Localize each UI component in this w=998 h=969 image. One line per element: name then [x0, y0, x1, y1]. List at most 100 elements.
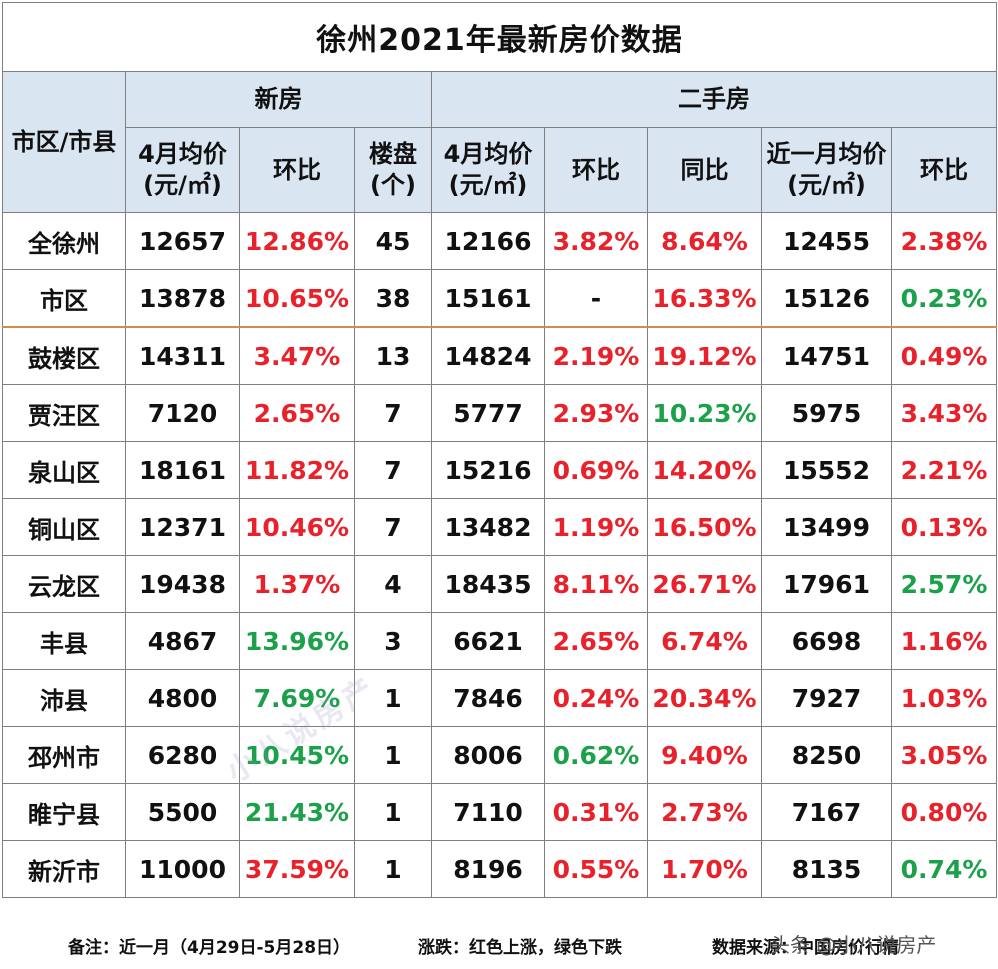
region-name: 睢宁县	[2, 783, 126, 841]
second-mom-cell: 2.19%	[544, 326, 648, 385]
region-name: 鼓楼区	[2, 326, 126, 385]
table-row: 沛县 4800 7.69% 1 7846 0.24% 20.34% 7927 1.03%	[2, 669, 998, 727]
region-name: 丰县	[2, 612, 126, 670]
second-month-avg-cell: 15126	[761, 269, 892, 328]
table-row: 睢宁县 5500 21.43% 1 7110 0.31% 2.73% 7167 0.80%	[2, 783, 998, 841]
second-month-mom-cell: 0.74%	[890, 840, 998, 898]
second-avg-price-header: 4月均价(元/㎡)	[431, 127, 545, 213]
second-month-mom-cell: 0.13%	[890, 498, 998, 556]
region-name: 云龙区	[2, 555, 126, 613]
new-avg-price-cell: 13878	[125, 269, 240, 328]
second-mom-header: 环比	[544, 127, 648, 213]
second-yoy-cell: 19.12%	[647, 326, 762, 385]
second-month-avg-cell: 14751	[761, 326, 892, 385]
second-month-avg-cell: 6698	[761, 612, 892, 670]
table-row: 云龙区 19438 1.37% 4 18435 8.11% 26.71% 17961 2.57%	[2, 555, 998, 613]
new-avg-price-cell: 5500	[125, 783, 240, 841]
second-avg-price-cell: 5777	[431, 384, 545, 442]
new-mom-cell: 3.47%	[239, 326, 355, 385]
second-avg-price-cell: 14824	[431, 326, 545, 385]
second-month-mom-cell: 2.57%	[890, 555, 998, 613]
region-name: 铜山区	[2, 498, 126, 556]
new-projects-cell: 7	[354, 441, 432, 499]
second-avg-price-cell: 15161	[431, 269, 545, 328]
second-avg-price-cell: 7110	[431, 783, 545, 841]
region-name: 邳州市	[2, 726, 126, 784]
region-name: 泉山区	[2, 441, 126, 499]
region-header: 市区/市县	[2, 71, 126, 213]
new-mom-cell: 10.65%	[239, 269, 355, 328]
table-row: 鼓楼区 14311 3.47% 13 14824 2.19% 19.12% 14751 0.49…	[2, 326, 998, 385]
second-month-mom-cell: 0.23%	[890, 269, 998, 328]
new-projects-cell: 13	[354, 326, 432, 385]
new-mom-cell: 1.37%	[239, 555, 355, 613]
new-projects-cell: 1	[354, 840, 432, 898]
second-month-mom-cell: 1.16%	[890, 612, 998, 670]
new-avg-price-header: 4月均价(元/㎡)	[125, 127, 240, 213]
second-avg-price-cell: 8006	[431, 726, 545, 784]
new-projects-cell: 7	[354, 384, 432, 442]
new-avg-price-cell: 14311	[125, 326, 240, 385]
second-avg-price-cell: 15216	[431, 441, 545, 499]
second-yoy-cell: 20.34%	[647, 669, 762, 727]
second-mom-cell: 0.69%	[544, 441, 648, 499]
second-mom-cell: 2.93%	[544, 384, 648, 442]
new-projects-cell: 45	[354, 212, 432, 270]
new-projects-cell: 3	[354, 612, 432, 670]
new-projects-cell: 1	[354, 726, 432, 784]
second-month-mom-cell: 3.05%	[890, 726, 998, 784]
new-avg-price-cell: 11000	[125, 840, 240, 898]
new-avg-price-cell: 12371	[125, 498, 240, 556]
second-month-avg-cell: 8135	[761, 840, 892, 898]
second-hand-header: 二手房	[430, 71, 998, 128]
table-row: 新沂市 11000 37.59% 1 8196 0.55% 1.70% 8135 0.74%	[2, 840, 998, 898]
new-mom-cell: 10.45%	[239, 726, 355, 784]
table-row: 丰县 4867 13.96% 3 6621 2.65% 6.74% 6698 1.16%	[2, 612, 998, 670]
second-mom-cell: 1.19%	[544, 498, 648, 556]
second-month-avg-cell: 17961	[761, 555, 892, 613]
second-yoy-cell: 26.71%	[647, 555, 762, 613]
second-mom-cell: 2.65%	[544, 612, 648, 670]
second-mom-cell: 3.82%	[544, 212, 648, 270]
new-mom-cell: 21.43%	[239, 783, 355, 841]
second-yoy-cell: 6.74%	[647, 612, 762, 670]
second-month-mom-cell: 1.03%	[890, 669, 998, 727]
new-avg-price-cell: 18161	[125, 441, 240, 499]
table-row: 贾汪区 7120 2.65% 7 5777 2.93% 10.23% 5975 3.43%	[2, 384, 998, 442]
new-mom-cell: 7.69%	[239, 669, 355, 727]
second-yoy-cell: 9.40%	[647, 726, 762, 784]
second-yoy-cell: 16.50%	[647, 498, 762, 556]
table-row: 市区 13878 10.65% 38 15161-16.33% 15126 0.23%	[2, 269, 998, 328]
new-projects-header: 楼盘(个)	[354, 127, 432, 213]
new-avg-price-cell: 12657	[125, 212, 240, 270]
second-yoy-cell: 2.73%	[647, 783, 762, 841]
second-mom-cell: -	[544, 269, 648, 328]
table-row: 全徐州 12657 12.86% 45 12166 3.82% 8.64% 12455 2.38…	[2, 212, 998, 270]
table-row: 铜山区 12371 10.46% 7 13482 1.19% 16.50% 13499 0.13…	[2, 498, 998, 556]
region-name: 贾汪区	[2, 384, 126, 442]
second-month-avg-cell: 15552	[761, 441, 892, 499]
new-projects-cell: 4	[354, 555, 432, 613]
footer-legend: 涨跌：红色上涨，绿色下跌	[418, 938, 622, 958]
second-month-avg-cell: 8250	[761, 726, 892, 784]
new-mom-header: 环比	[239, 127, 355, 213]
second-month-mom-cell: 2.21%	[890, 441, 998, 499]
second-avg-price-cell: 18435	[431, 555, 545, 613]
new-mom-cell: 13.96%	[239, 612, 355, 670]
second-month-avg-cell: 12455	[761, 212, 892, 270]
new-mom-cell: 10.46%	[239, 498, 355, 556]
second-avg-price-cell: 6621	[431, 612, 545, 670]
second-yoy-cell: 16.33%	[647, 269, 762, 328]
second-avg-price-cell: 7846	[431, 669, 545, 727]
second-avg-price-cell: 13482	[431, 498, 545, 556]
new-house-header: 新房	[125, 71, 432, 128]
new-avg-price-cell: 4867	[125, 612, 240, 670]
second-month-avg-cell: 7927	[761, 669, 892, 727]
price-table: 徐州2021年最新房价数据 市区/市县 新房 二手房 4月均价(元/㎡) 环比 …	[1, 2, 998, 898]
second-month-avg-header: 近一月均价(元/㎡)	[761, 127, 892, 213]
second-month-avg-cell: 13499	[761, 498, 892, 556]
new-mom-cell: 2.65%	[239, 384, 355, 442]
footer-source: 数据来源：中国房价行情	[712, 938, 899, 958]
region-name: 新沂市	[2, 840, 126, 898]
toutiao-watermark: 头条 @小八说房产	[770, 933, 937, 957]
